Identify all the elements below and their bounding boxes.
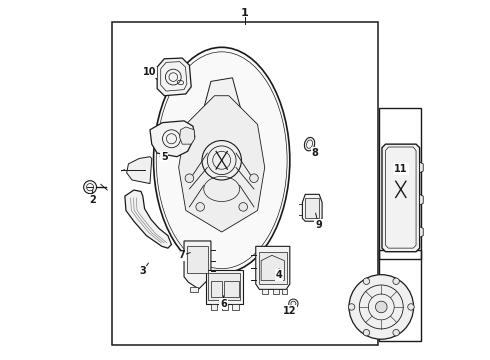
Ellipse shape — [153, 47, 290, 273]
Bar — [208, 273, 240, 300]
Polygon shape — [126, 157, 152, 184]
Bar — [221, 304, 228, 310]
Text: 3: 3 — [140, 266, 146, 276]
Text: 12: 12 — [283, 306, 296, 316]
Polygon shape — [150, 121, 195, 157]
Circle shape — [348, 304, 355, 310]
Text: 11: 11 — [394, 164, 408, 174]
Circle shape — [84, 181, 97, 194]
Text: 6: 6 — [220, 299, 227, 309]
Bar — [112, 22, 378, 345]
Circle shape — [393, 329, 399, 336]
Bar — [211, 281, 221, 297]
Polygon shape — [419, 194, 423, 205]
Text: 5: 5 — [161, 152, 168, 162]
Bar — [211, 304, 218, 310]
Text: 4: 4 — [276, 270, 282, 280]
Circle shape — [250, 174, 258, 183]
Circle shape — [239, 203, 247, 211]
Circle shape — [185, 174, 194, 183]
Bar — [379, 108, 421, 259]
Bar — [305, 198, 319, 218]
Bar — [259, 252, 287, 284]
Ellipse shape — [196, 171, 247, 207]
Polygon shape — [419, 226, 423, 237]
Circle shape — [202, 140, 242, 180]
Circle shape — [289, 299, 298, 309]
Circle shape — [349, 275, 414, 339]
Bar — [205, 270, 243, 304]
Polygon shape — [157, 58, 191, 96]
Bar — [273, 289, 279, 294]
Bar — [191, 287, 197, 292]
Text: 7: 7 — [179, 250, 186, 260]
Text: 2: 2 — [89, 195, 96, 205]
Bar — [262, 289, 268, 294]
Bar — [282, 289, 287, 294]
Polygon shape — [184, 241, 211, 289]
Polygon shape — [302, 194, 322, 221]
Polygon shape — [256, 246, 290, 289]
Polygon shape — [382, 144, 419, 252]
Bar — [224, 281, 239, 297]
Circle shape — [363, 278, 369, 284]
Ellipse shape — [304, 138, 315, 151]
Text: 9: 9 — [315, 220, 322, 230]
Text: 8: 8 — [312, 148, 318, 158]
Text: 10: 10 — [143, 67, 157, 77]
Bar — [232, 304, 239, 310]
Circle shape — [363, 329, 369, 336]
Bar — [379, 250, 421, 341]
Polygon shape — [196, 78, 247, 146]
Polygon shape — [180, 127, 195, 144]
Polygon shape — [419, 162, 423, 173]
Bar — [187, 246, 208, 273]
Polygon shape — [125, 190, 172, 248]
Circle shape — [393, 278, 399, 284]
Circle shape — [375, 301, 387, 313]
Circle shape — [196, 203, 204, 211]
Circle shape — [408, 304, 414, 310]
Polygon shape — [179, 96, 265, 232]
Text: 1: 1 — [241, 8, 249, 18]
